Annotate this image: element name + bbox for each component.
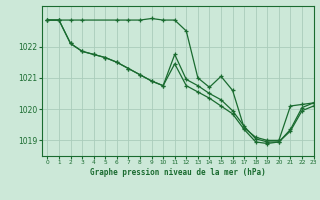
X-axis label: Graphe pression niveau de la mer (hPa): Graphe pression niveau de la mer (hPa): [90, 168, 266, 177]
